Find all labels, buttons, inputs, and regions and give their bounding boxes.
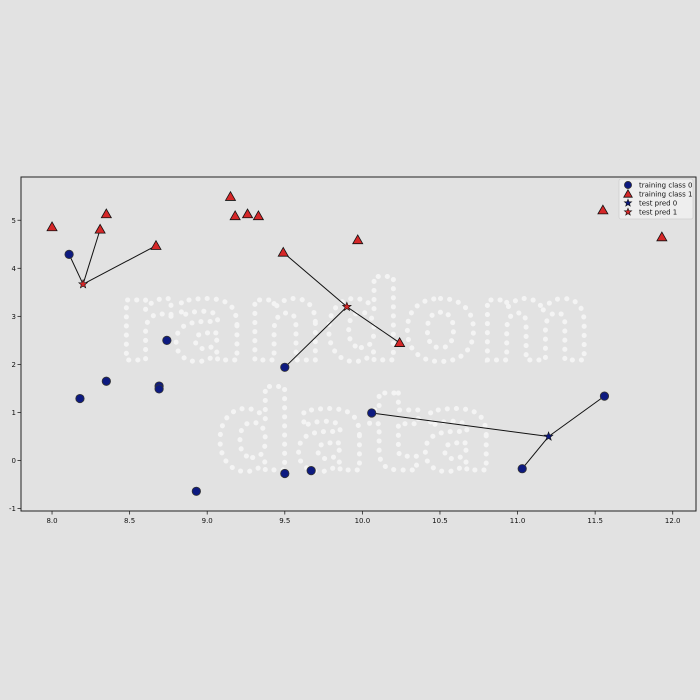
training-class-0-point — [367, 408, 377, 418]
x-tick-label: 10.0 — [355, 517, 371, 525]
training-class-0-point — [75, 393, 85, 404]
y-tick-label: 2 — [12, 361, 16, 369]
test-pred-1-point — [341, 301, 352, 312]
watermark-line: data — [215, 368, 495, 496]
legend-marker — [623, 188, 633, 198]
legend-entry-label: training class 1 — [639, 191, 692, 199]
test-pred-0-point — [543, 431, 554, 441]
training-class-1-point — [393, 336, 406, 347]
training-class-1-point — [597, 204, 609, 215]
x-tick-label: 9.0 — [202, 517, 213, 525]
training-class-0-point — [191, 486, 201, 496]
training-class-1-point — [277, 246, 289, 257]
neighbor-link-line — [82, 229, 101, 285]
training-class-0-point — [154, 384, 164, 394]
y-tick-label: 3 — [12, 313, 16, 321]
x-tick-label: 11.0 — [510, 517, 526, 525]
training-class-1-point — [100, 208, 113, 219]
training-class-0-point — [517, 464, 527, 474]
neighbor-link-line — [68, 254, 84, 285]
training-class-1-point — [150, 239, 162, 250]
legend-entry-label: test pred 1 — [639, 209, 677, 217]
neighbor-link-line — [284, 306, 348, 368]
training-class-0-point — [280, 468, 290, 479]
training-class-0-point — [101, 376, 111, 386]
neighbor-link-line — [521, 436, 549, 470]
neighbor-link-line — [282, 252, 348, 308]
neighbor-link-line — [346, 306, 400, 344]
legend-box — [618, 178, 694, 220]
training-class-1-point — [94, 223, 106, 234]
training-class-1-point — [252, 210, 265, 221]
neighbor-link-line — [548, 395, 605, 437]
x-tick-label: 8.5 — [124, 517, 135, 525]
training-class-0-point — [64, 249, 74, 259]
watermark-line: random — [117, 258, 593, 386]
y-tick-label: 0 — [12, 457, 16, 465]
x-tick-label: 11.5 — [587, 517, 603, 525]
training-class-1-point — [224, 190, 237, 201]
legend-marker — [624, 181, 632, 189]
legend-entry-label: training class 0 — [639, 182, 692, 190]
training-class-0-point — [599, 391, 610, 401]
y-tick-label: 4 — [12, 265, 17, 273]
x-tick-label: 8.0 — [46, 517, 57, 525]
y-tick-label: 1 — [12, 409, 16, 417]
x-tick-label: 12.0 — [665, 517, 681, 525]
training-class-0-point — [162, 335, 172, 345]
legend-marker — [623, 198, 633, 207]
legend-entry-label: test pred 0 — [639, 200, 677, 208]
neighbor-links — [68, 229, 605, 470]
test-pred-1-point — [77, 278, 89, 289]
neighbor-link-line — [82, 245, 157, 285]
training-class-1-point — [656, 231, 668, 242]
training-class-1-point — [241, 208, 254, 219]
training-class-1-point — [46, 221, 58, 232]
plot-frame — [20, 176, 697, 512]
training-class-1-point — [352, 234, 364, 245]
x-axis: 8.0 8.5 9.0 9.5 10.0 10.5 11.0 11.5 12.0 — [46, 511, 681, 525]
x-tick-label: 10.5 — [432, 517, 448, 525]
training-class-0-point — [280, 362, 290, 372]
legend-marker — [623, 207, 633, 216]
y-tick-label: 5 — [12, 217, 16, 225]
training-class-1-point — [229, 210, 241, 221]
neighbor-link-line — [371, 412, 549, 438]
y-axis: -1 0 1 2 3 4 5 — [9, 217, 21, 513]
x-tick-label: 9.5 — [279, 517, 290, 525]
y-tick-label: -1 — [9, 505, 16, 513]
data-points — [46, 190, 668, 496]
training-class-0-point — [306, 466, 316, 476]
